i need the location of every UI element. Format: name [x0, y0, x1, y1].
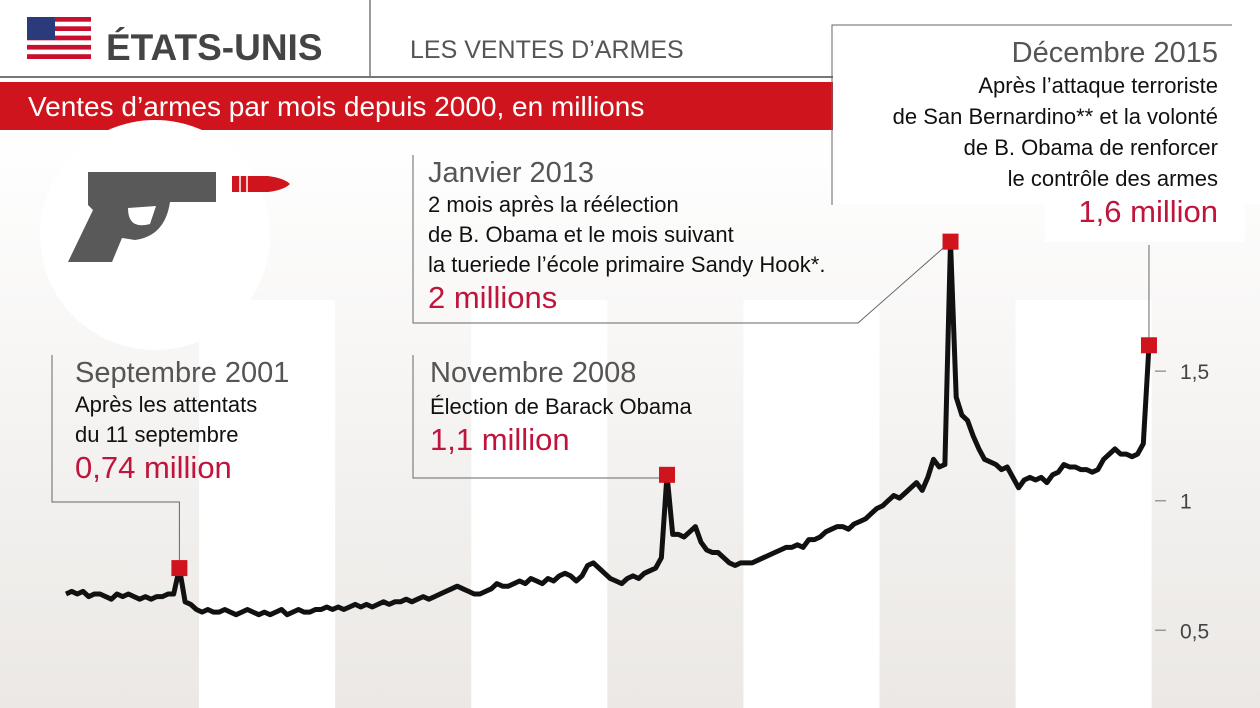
annotation-title: Décembre 2015	[1012, 37, 1218, 69]
annotation-text: Après les attentats	[75, 392, 257, 417]
leader-line	[412, 155, 951, 324]
chart-title: Ventes d’armes par mois depuis 2000, en …	[28, 91, 644, 122]
annotation-text: de B. Obama et le mois suivant	[428, 222, 734, 247]
band	[743, 300, 880, 708]
sales-line	[64, 239, 1152, 618]
annotation-title: Septembre 2001	[75, 357, 289, 389]
section: LES VENTES D’ARMES	[410, 36, 684, 64]
annotation-text: la tueriede l’école primaire Sandy Hook*…	[428, 252, 825, 277]
plot: 0,5 1 1,5	[64, 239, 1209, 643]
annotation-text: le contrôle des armes	[1008, 166, 1218, 191]
annotation-value: 1,1 million	[430, 422, 570, 457]
band	[1015, 300, 1152, 708]
annotation-title: Janvier 2013	[428, 157, 594, 189]
peak-marker	[1140, 337, 1157, 354]
leader-line	[831, 24, 1232, 346]
leaders	[51, 24, 1232, 569]
annotation-text: Élection de Barack Obama	[430, 394, 692, 419]
peak-marker	[659, 466, 676, 483]
annotations: Septembre 2001 Après les attentats du 11 s…	[75, 37, 1218, 577]
annotation-text: de San Bernardino** et la volonté	[893, 104, 1218, 129]
leader-line	[412, 355, 668, 479]
y-tick-label: 0,5	[1180, 620, 1209, 643]
annotation-box	[1045, 190, 1245, 242]
annotation-value: 0,74 million	[75, 450, 232, 485]
leader-line	[51, 355, 180, 569]
y-tick-label: 1	[1180, 491, 1192, 514]
flag	[27, 17, 91, 59]
annotation-value: 2 millions	[428, 280, 557, 315]
annotation-text: du 11 septembre	[75, 422, 238, 447]
country: ÉTATS-UNIS	[106, 27, 323, 68]
annotation-text: de B. Obama de renforcer	[964, 135, 1218, 160]
peak-marker	[942, 233, 959, 250]
gun-icon	[40, 120, 290, 350]
y-tick-label: 1,5	[1180, 361, 1209, 384]
peak-marker	[171, 560, 188, 577]
band	[471, 300, 608, 708]
annotation-box	[833, 26, 1260, 204]
annotation-text: 2 mois après la réélection	[428, 192, 679, 217]
annotation-text: Après l’attaque terroriste	[978, 73, 1218, 98]
annotation-title: Novembre 2008	[430, 357, 636, 389]
band	[199, 300, 336, 708]
annotation-value: 1,6 million	[1078, 194, 1218, 229]
